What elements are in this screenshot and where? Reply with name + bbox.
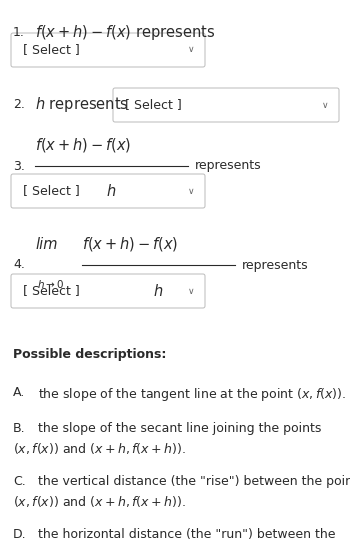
Text: $h$: $h$: [153, 283, 164, 299]
Text: ∨: ∨: [188, 45, 194, 54]
Text: represents: represents: [242, 259, 309, 271]
Text: $h$ represents: $h$ represents: [35, 95, 129, 115]
Text: [ Select ]: [ Select ]: [125, 99, 182, 111]
Text: ∨: ∨: [188, 186, 194, 196]
Text: $f(x+h) - f(x)$: $f(x+h) - f(x)$: [35, 136, 131, 154]
Text: A.: A.: [13, 386, 25, 399]
Text: $f(x+h) - f(x)$ represents: $f(x+h) - f(x)$ represents: [35, 24, 215, 43]
Text: $h$: $h$: [106, 184, 117, 199]
Text: points $(x, f(x))$ and $(x+h, f(x+h))$.: points $(x, f(x))$ and $(x+h, f(x+h))$.: [13, 547, 228, 548]
FancyBboxPatch shape: [11, 174, 205, 208]
Text: $f(x+h) - f(x)$: $f(x+h) - f(x)$: [82, 235, 178, 253]
Text: the slope of the tangent line at the point $(x, f(x))$.: the slope of the tangent line at the poi…: [38, 386, 346, 403]
Text: the vertical distance (the "rise") between the points: the vertical distance (the "rise") betwe…: [38, 475, 350, 488]
FancyBboxPatch shape: [11, 274, 205, 308]
Text: ∨: ∨: [188, 287, 194, 295]
Text: 3.: 3.: [13, 159, 25, 173]
Text: [ Select ]: [ Select ]: [23, 185, 80, 197]
Text: C.: C.: [13, 475, 26, 488]
Text: [ Select ]: [ Select ]: [23, 43, 80, 56]
Text: 1.: 1.: [13, 26, 25, 39]
Text: lim: lim: [35, 237, 57, 253]
Text: $(x, f(x))$ and $(x+h, f(x+h))$.: $(x, f(x))$ and $(x+h, f(x+h))$.: [13, 494, 186, 509]
Text: 2.: 2.: [13, 99, 25, 111]
Text: represents: represents: [195, 159, 262, 173]
Text: $(x, f(x))$ and $(x+h, f(x+h))$.: $(x, f(x))$ and $(x+h, f(x+h))$.: [13, 441, 186, 456]
Text: the slope of the secant line joining the points: the slope of the secant line joining the…: [38, 422, 321, 435]
Text: D.: D.: [13, 528, 27, 541]
FancyBboxPatch shape: [11, 33, 205, 67]
Text: the horizontal distance (the "run") between the: the horizontal distance (the "run") betw…: [38, 528, 336, 541]
Text: Possible descriptions:: Possible descriptions:: [13, 348, 166, 361]
FancyBboxPatch shape: [113, 88, 339, 122]
Text: $h\to 0$: $h\to 0$: [37, 277, 64, 289]
Text: [ Select ]: [ Select ]: [23, 284, 80, 298]
Text: ∨: ∨: [322, 100, 328, 110]
Text: 4.: 4.: [13, 259, 25, 271]
Text: B.: B.: [13, 422, 26, 435]
